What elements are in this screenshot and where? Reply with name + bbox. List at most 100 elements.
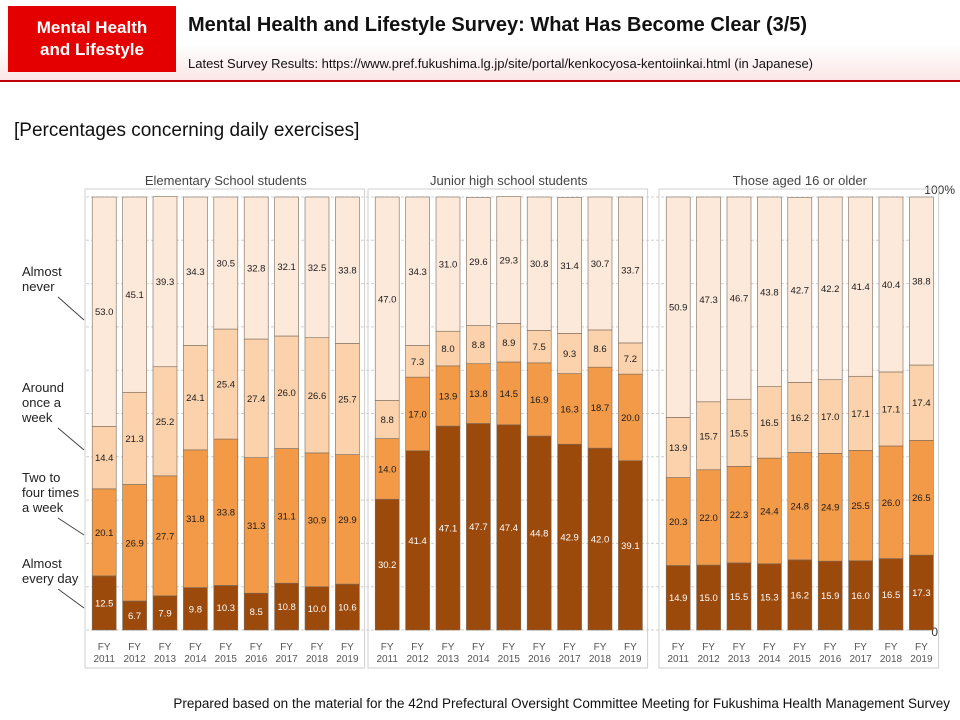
x-tick-label: 2014: [184, 654, 207, 665]
data-label: 8.6: [593, 344, 606, 355]
bar-segment: [557, 197, 582, 334]
bar-segment: [665, 417, 691, 478]
data-label: 14.0: [378, 464, 397, 475]
data-label: 15.9: [821, 591, 840, 602]
data-label: 21.3: [125, 434, 144, 445]
data-label: 42.9: [560, 533, 579, 544]
bar-segment: [91, 426, 117, 490]
data-label: 15.3: [760, 592, 779, 603]
x-tick-label: 2017: [558, 654, 581, 665]
legend-label: every day: [22, 571, 79, 586]
stacked-bar-chart: 100% 0 Elementary School students 12.5 20.1 1…: [21, 173, 955, 669]
panel-title: Junior high school students: [430, 173, 588, 188]
x-tick-label: 2011: [93, 654, 115, 665]
bar-segment: [466, 325, 491, 365]
bar-segment: [726, 398, 752, 467]
data-label: 46.7: [730, 294, 749, 305]
x-tick-label: 2016: [245, 654, 268, 665]
x-tick-label: FY: [341, 642, 354, 653]
data-label: 34.3: [408, 267, 427, 278]
x-tick-label: FY: [219, 642, 232, 653]
data-label: 22.3: [730, 510, 749, 521]
data-label: 32.8: [247, 264, 266, 275]
x-tick-label: 2015: [498, 654, 521, 665]
bar-segment: [374, 438, 400, 500]
data-label: 24.8: [791, 502, 810, 513]
x-tick-label: FY: [885, 642, 898, 653]
bar-segment: [526, 362, 552, 437]
data-label: 33.8: [338, 266, 357, 277]
bar-segment: [787, 559, 813, 631]
bar-segment: [335, 343, 360, 455]
data-label: 30.5: [217, 259, 236, 270]
legend-label: once a: [22, 395, 62, 410]
data-label: 25.5: [851, 501, 870, 512]
data-label: 8.9: [502, 338, 515, 349]
bar-segment: [183, 587, 208, 631]
bar-segment: [152, 475, 178, 597]
x-tick-label: FY: [594, 642, 607, 653]
x-tick-label: FY: [250, 642, 263, 653]
bar-segment: [243, 457, 269, 594]
bar-segment: [848, 196, 873, 377]
data-label: 16.5: [882, 590, 901, 601]
legend-label: Almost: [22, 264, 62, 279]
bar-segment: [817, 560, 843, 631]
data-label: 42.7: [791, 285, 810, 296]
bar-segment: [213, 438, 239, 586]
bar-segment: [405, 345, 430, 378]
bar-segment: [848, 560, 873, 631]
data-label: 45.1: [125, 290, 144, 301]
bar-segment: [618, 342, 643, 375]
x-tick-label: 2011: [376, 654, 398, 665]
bar-segment: [557, 333, 582, 374]
bar-segment: [91, 196, 117, 427]
data-label: 47.7: [469, 522, 488, 533]
y-axis-max-label: 100%: [924, 183, 955, 197]
bar-segment: [618, 373, 643, 461]
data-label: 25.4: [217, 380, 236, 391]
x-tick-label: 2014: [758, 654, 781, 665]
data-label: 17.0: [408, 409, 427, 420]
page-title: Mental Health and Lifestyle Survey: What…: [188, 14, 808, 36]
x-tick-label: 2012: [697, 654, 720, 665]
bar-segment: [618, 460, 643, 631]
data-label: 10.6: [338, 603, 357, 614]
legend-label: a week: [22, 500, 64, 515]
data-label: 30.2: [378, 560, 397, 571]
data-label: 22.0: [699, 513, 718, 524]
bar-segment: [213, 196, 239, 330]
bar-segment: [304, 337, 330, 454]
bar-segment: [757, 457, 782, 565]
data-label: 13.8: [469, 389, 488, 400]
y-axis-min-label: 0: [931, 625, 938, 639]
bar-segment: [274, 448, 299, 584]
x-tick-label: 2018: [589, 654, 612, 665]
data-label: 31.4: [560, 261, 579, 272]
bar-segment: [878, 371, 904, 447]
x-tick-label: 2016: [528, 654, 551, 665]
data-label: 8.8: [472, 340, 485, 351]
data-label: 15.7: [699, 431, 718, 442]
data-label: 15.5: [730, 428, 749, 439]
bar-segment: [122, 196, 147, 393]
x-tick-label: FY: [98, 642, 111, 653]
bar-segment: [665, 565, 691, 631]
bar-segment: [557, 443, 582, 631]
bar-segment: [757, 563, 782, 631]
data-label: 41.4: [408, 536, 427, 547]
x-tick-label: FY: [311, 642, 324, 653]
data-label: 7.5: [533, 342, 546, 353]
bar-segment: [243, 338, 269, 458]
x-tick-label: 2016: [819, 654, 842, 665]
bar-segment: [878, 445, 904, 559]
data-label: 39.3: [156, 277, 175, 288]
x-tick-label: 2015: [789, 654, 812, 665]
data-label: 32.5: [308, 263, 327, 274]
x-tick-label: 2019: [619, 654, 642, 665]
bar-segment: [405, 196, 430, 346]
bar-segment: [757, 196, 782, 387]
x-tick-label: FY: [280, 642, 293, 653]
data-label: 24.4: [760, 506, 779, 517]
bar-segment: [665, 196, 691, 418]
